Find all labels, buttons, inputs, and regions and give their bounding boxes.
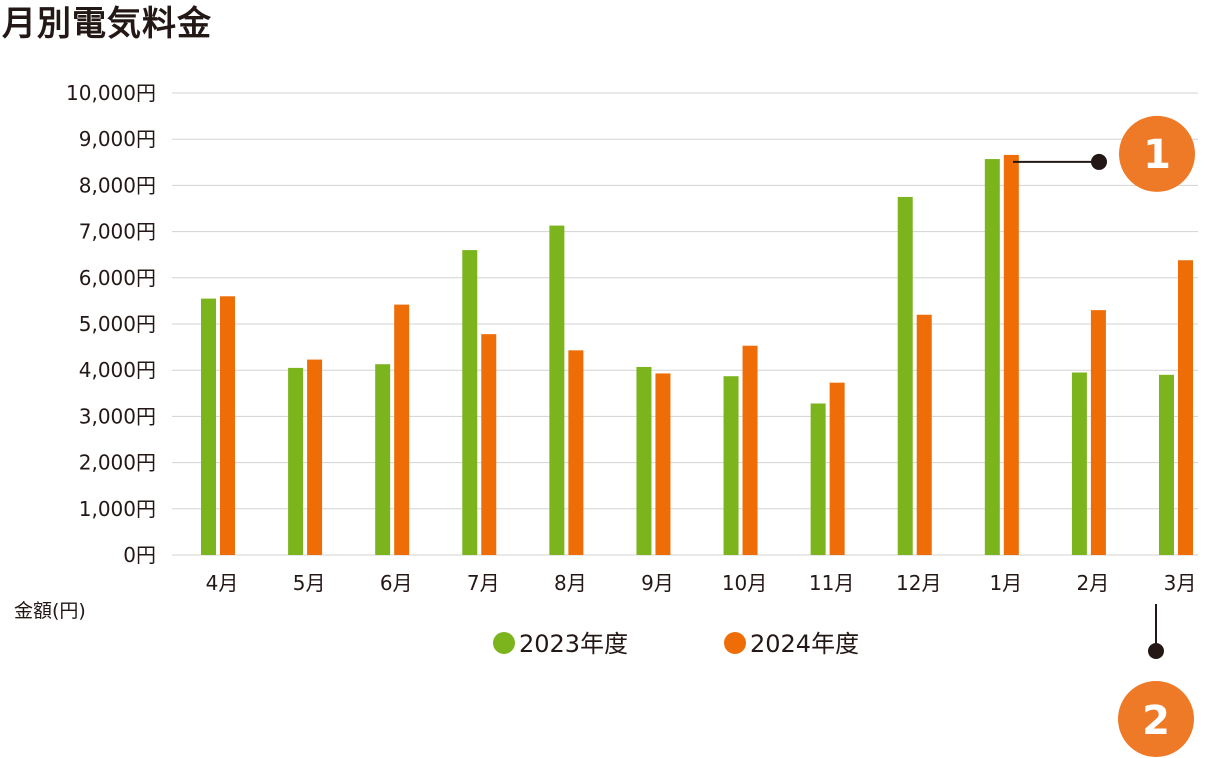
- bar-1: [549, 225, 565, 555]
- y-tick-label: 8,000円: [79, 173, 156, 197]
- x-tick-label: 6月: [380, 571, 413, 595]
- x-tick-label: 12月: [896, 571, 941, 595]
- bar-2: [307, 359, 323, 555]
- bar-1: [288, 367, 304, 555]
- bar-2: [1003, 154, 1019, 555]
- x-tick-label: 9月: [641, 571, 674, 595]
- callout-badge: [1119, 115, 1195, 192]
- bar-1: [723, 376, 739, 555]
- bar-1: [201, 298, 216, 555]
- bar-2: [1178, 260, 1193, 555]
- y-tick-label: 4,000円: [79, 358, 156, 382]
- callout-dot: [1091, 153, 1107, 170]
- legend-label: 2023年度: [519, 630, 628, 658]
- bar-1: [810, 403, 826, 555]
- y-tick-label: 2,000円: [79, 451, 156, 475]
- callout-dot: [1148, 643, 1164, 659]
- y-tick-label: 6,000円: [79, 266, 156, 290]
- y-tick-label: 10,000円: [66, 81, 156, 105]
- y-tick-label: 9,000円: [79, 127, 156, 151]
- bar-1: [1159, 374, 1174, 555]
- bars: [201, 154, 1193, 556]
- bar-2: [655, 373, 671, 555]
- x-tick-label: 4月: [206, 571, 239, 595]
- bar-2: [568, 350, 584, 555]
- y-tick-label: 5,000円: [79, 312, 156, 336]
- y-tick-label: 0円: [123, 543, 156, 567]
- bar-1: [462, 250, 478, 555]
- bar-1: [636, 366, 652, 555]
- gridlines: [172, 92, 1198, 556]
- y-axis-ticks: 0円 1,000円 2,000円 3,000円 4,000円 5,000円 6,000円 7,…: [66, 81, 156, 567]
- x-tick-label: 10月: [722, 571, 767, 595]
- callout-number: 1: [1143, 132, 1171, 178]
- bar-2: [1090, 310, 1106, 555]
- bar-2: [220, 296, 235, 555]
- bar-2: [742, 345, 758, 555]
- x-tick-label: 5月: [293, 571, 326, 595]
- bar-2: [916, 314, 932, 555]
- x-tick-label: 7月: [467, 571, 500, 595]
- y-tick-label: 1,000円: [79, 497, 156, 521]
- x-tick-label: 3月: [1164, 571, 1197, 595]
- bar-1: [984, 159, 1000, 556]
- bar-1: [1071, 372, 1087, 555]
- bar-2: [829, 382, 845, 555]
- callout-badge: [1118, 681, 1194, 757]
- x-tick-label: 2月: [1077, 571, 1110, 595]
- x-axis-ticks: 4月 5月 6月 7月 8月 9月 10月 11月 12月 1月 2月 3月: [206, 571, 1197, 595]
- y-tick-label: 7,000円: [79, 220, 156, 244]
- x-tick-label: 8月: [554, 571, 587, 595]
- bar-2: [481, 334, 497, 555]
- chart-title: 月別電気料金: [2, 4, 212, 44]
- bar-2: [394, 304, 410, 555]
- bar-1: [897, 196, 913, 555]
- legend-swatch: [724, 632, 746, 654]
- x-tick-label: 11月: [809, 571, 854, 595]
- x-tick-label: 1月: [989, 571, 1022, 595]
- y-axis-label: 金額(円): [14, 600, 86, 622]
- callout-number: 2: [1142, 698, 1170, 744]
- bar-1: [375, 364, 391, 555]
- y-tick-label: 3,000円: [79, 404, 156, 428]
- legend-swatch: [493, 632, 515, 654]
- legend: 2023年度 2024年度: [493, 630, 859, 658]
- callouts: 12: [1013, 115, 1195, 757]
- legend-label: 2024年度: [750, 630, 859, 658]
